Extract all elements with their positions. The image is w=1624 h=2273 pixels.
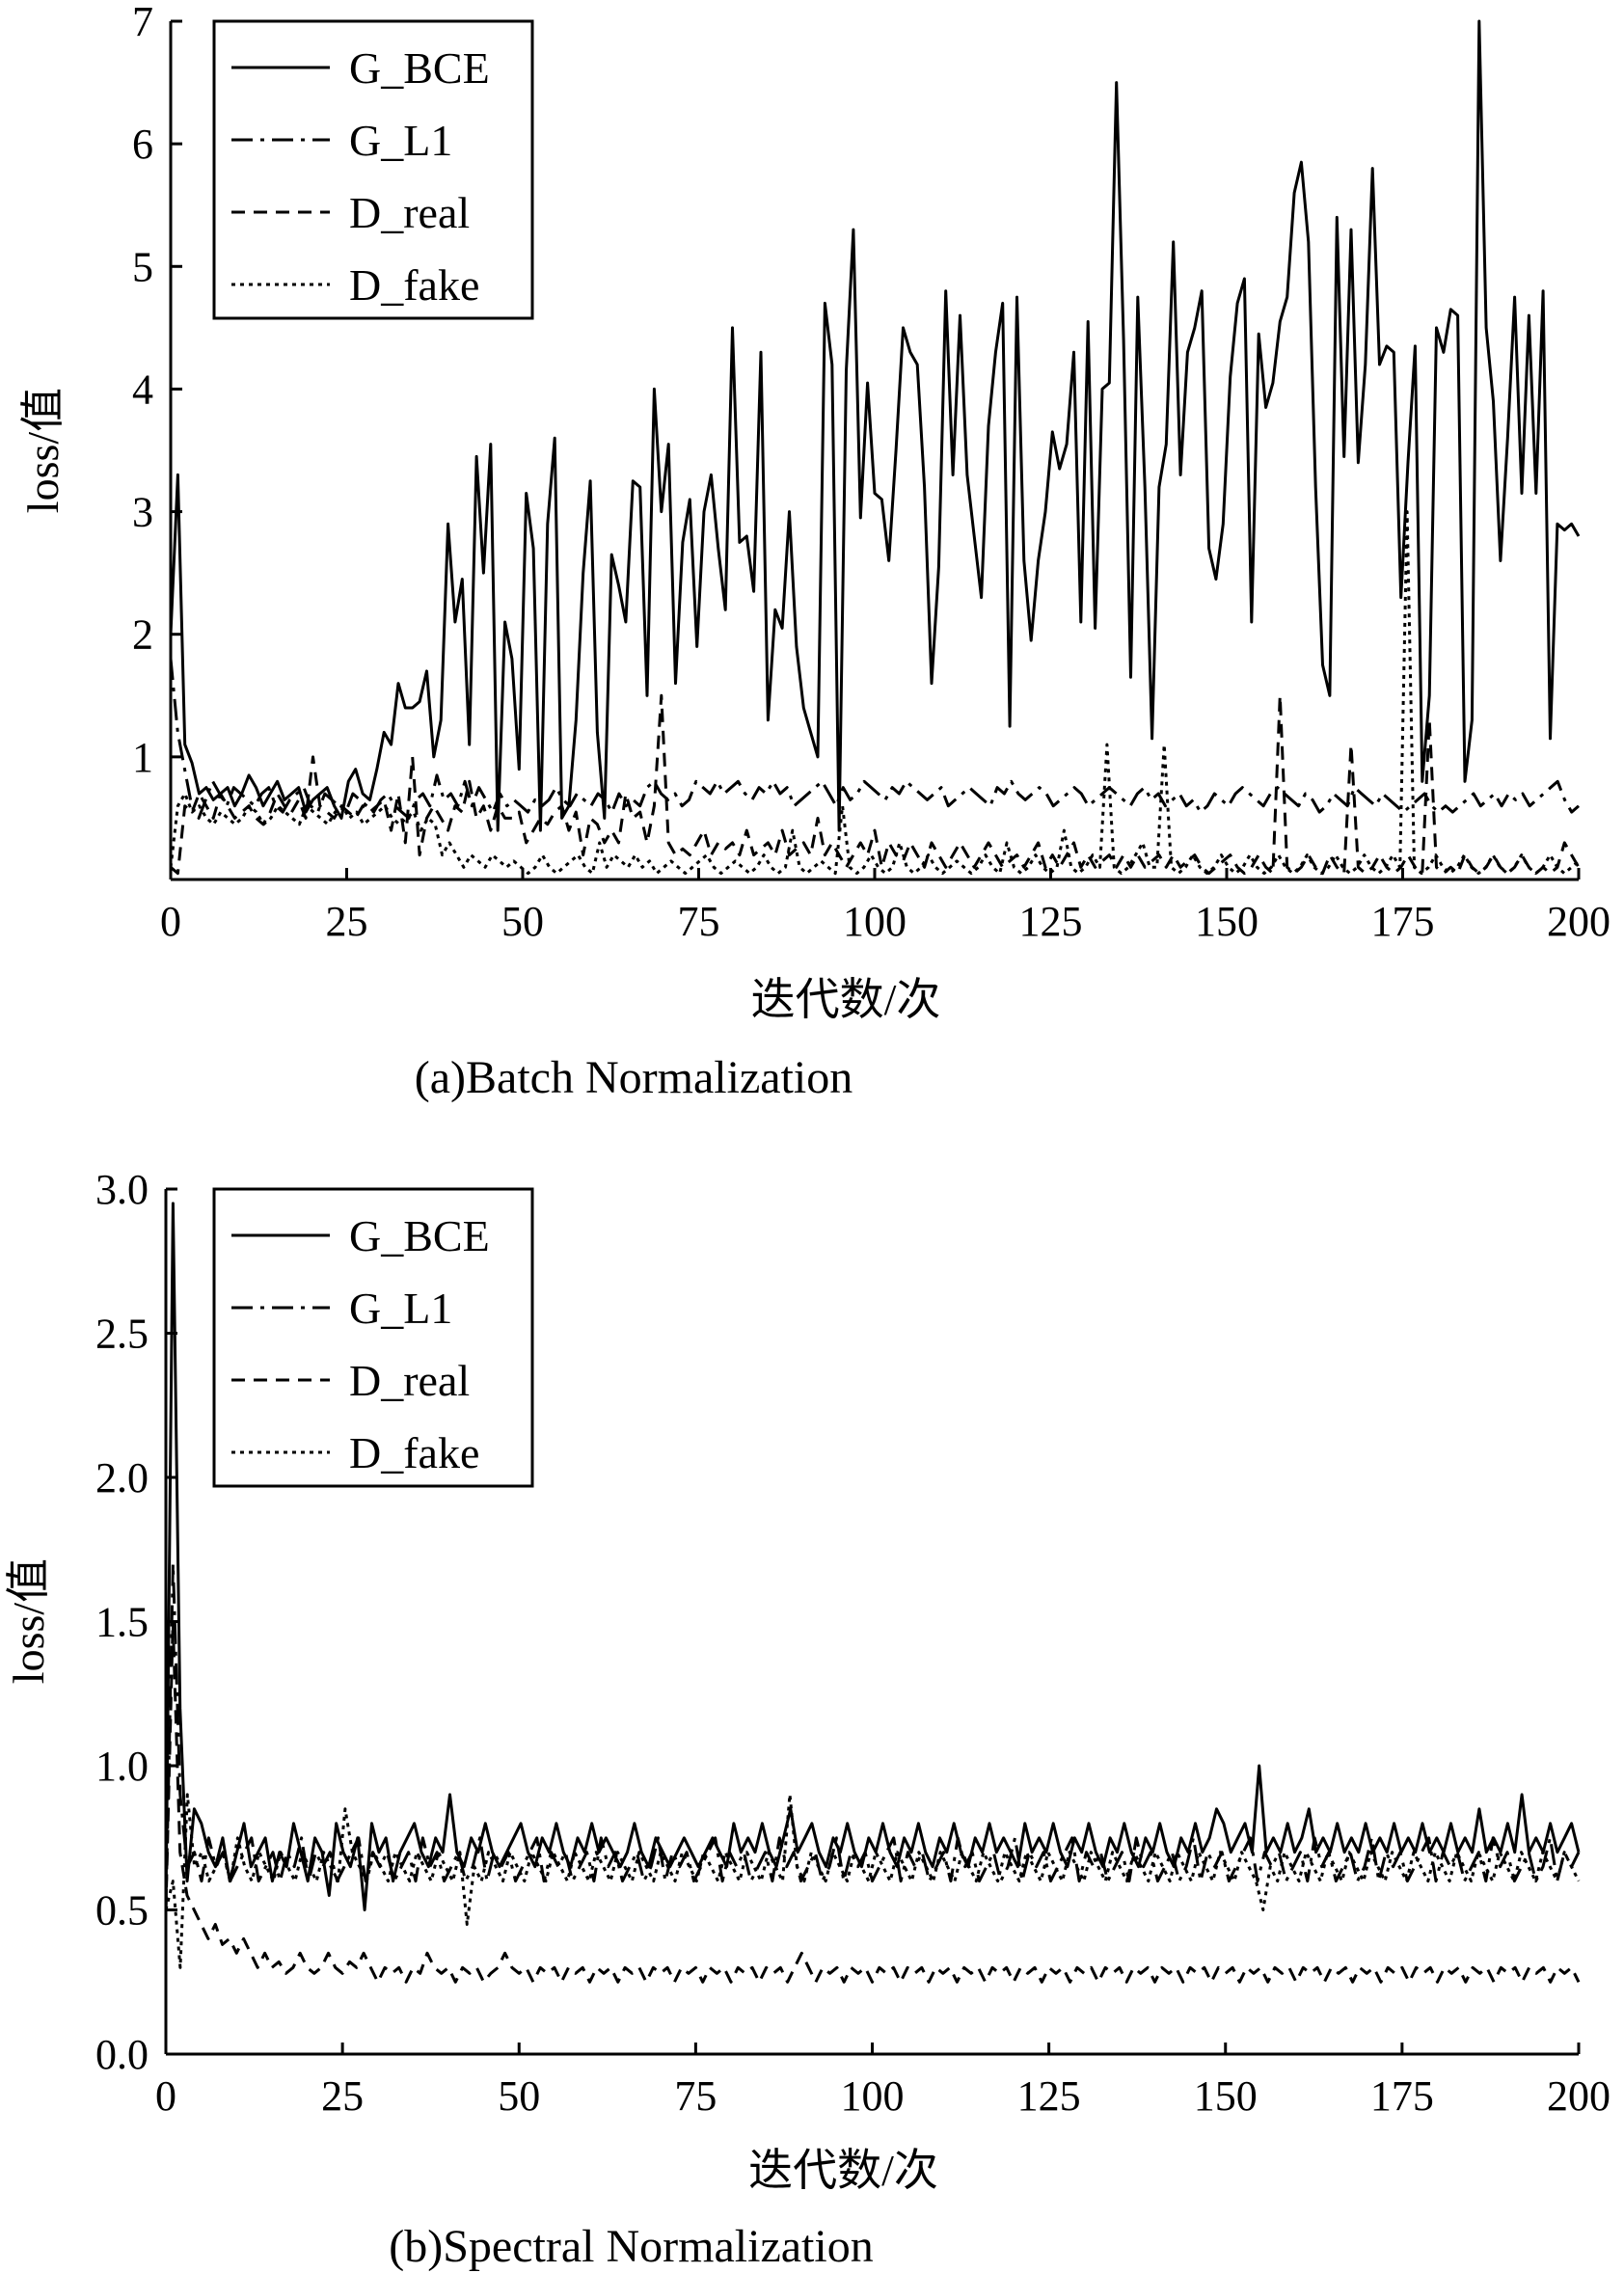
y-tick-label: 1.5 bbox=[95, 1599, 149, 1646]
chart-a: 0 25 50 75 100 125 150 175 200 1 2 3 4 5 6 7 G_BCE G_L1 D_… bbox=[18, 0, 1610, 1103]
legend-box bbox=[212, 19, 534, 320]
series-line-g-bce bbox=[164, 1202, 1581, 1911]
legend-entry: D_fake bbox=[349, 260, 479, 310]
legend-entry: G_BCE bbox=[349, 1211, 490, 1260]
x-tick-label: 25 bbox=[326, 898, 368, 945]
series-line-d-real bbox=[170, 693, 1581, 876]
y-tick-label: 4 bbox=[132, 365, 153, 413]
x-tick-label: 175 bbox=[1371, 898, 1435, 945]
y-tick-label: 0.5 bbox=[95, 1887, 149, 1935]
x-tick-label: 125 bbox=[1019, 898, 1083, 945]
x-tick-label: 200 bbox=[1547, 898, 1610, 945]
x-tick-label: 75 bbox=[674, 2072, 717, 2120]
legend-entry: G_L1 bbox=[349, 1284, 452, 1333]
x-tick-label: 150 bbox=[1195, 898, 1259, 945]
series-line-d-real bbox=[164, 1620, 1581, 1984]
y-tick-label: 3.0 bbox=[95, 1166, 149, 1213]
chart-caption: (a)Batch Normalization bbox=[415, 1052, 853, 1103]
series-line-g-l1 bbox=[164, 1562, 1581, 1910]
y-tick-label: 1 bbox=[132, 734, 153, 781]
y-tick-label: 2.5 bbox=[95, 1311, 149, 1358]
x-tick-label: 50 bbox=[498, 2072, 540, 2120]
series-line-g-bce bbox=[169, 19, 1581, 832]
legend-entry: D_fake bbox=[349, 1428, 479, 1477]
y-axis-title: loss/值 bbox=[4, 1558, 53, 1684]
x-tick-label: 100 bbox=[841, 2072, 905, 2120]
y-tick-label: 6 bbox=[132, 121, 153, 168]
series-line-g-l1 bbox=[169, 658, 1580, 820]
legend-entry: D_real bbox=[349, 1356, 470, 1405]
y-tick-label: 3 bbox=[132, 489, 153, 536]
legend-box bbox=[212, 1187, 534, 1488]
y-tick-label: 1.0 bbox=[95, 1743, 149, 1790]
chart-caption: (b)Spectral Normalization bbox=[389, 2221, 873, 2272]
x-tick-label: 25 bbox=[321, 2072, 364, 2120]
y-tick-label: 2.0 bbox=[95, 1454, 149, 1502]
x-axis-title: 迭代数/次 bbox=[751, 975, 941, 1024]
x-axis-title: 迭代数/次 bbox=[748, 2146, 938, 2195]
series-line-d-fake bbox=[164, 1793, 1581, 1969]
chart-b: 0 25 50 75 100 125 150 175 200 0.0 0.5 1.0 1.5 2.0 2.5… bbox=[4, 1166, 1610, 2272]
x-tick-label: 200 bbox=[1547, 2072, 1610, 2120]
x-tick-label: 50 bbox=[501, 898, 544, 945]
x-tick-label: 150 bbox=[1194, 2072, 1258, 2120]
series-line-d-fake bbox=[169, 510, 1580, 876]
y-tick-label: 0.0 bbox=[95, 2031, 149, 2078]
x-tick-label: 0 bbox=[160, 898, 181, 945]
y-tick-label: 7 bbox=[132, 0, 153, 45]
x-tick-label: 175 bbox=[1370, 2072, 1434, 2120]
y-axis-title: loss/值 bbox=[18, 388, 68, 513]
legend-entry: G_BCE bbox=[349, 43, 490, 93]
x-tick-label: 75 bbox=[678, 898, 720, 945]
y-tick-label: 5 bbox=[132, 243, 153, 290]
legend-entry: G_L1 bbox=[349, 116, 452, 165]
legend-entry: D_real bbox=[349, 188, 470, 237]
y-tick-label: 2 bbox=[132, 611, 153, 659]
x-tick-label: 125 bbox=[1017, 2072, 1081, 2120]
x-tick-label: 100 bbox=[843, 898, 907, 945]
x-tick-label: 0 bbox=[155, 2072, 176, 2120]
